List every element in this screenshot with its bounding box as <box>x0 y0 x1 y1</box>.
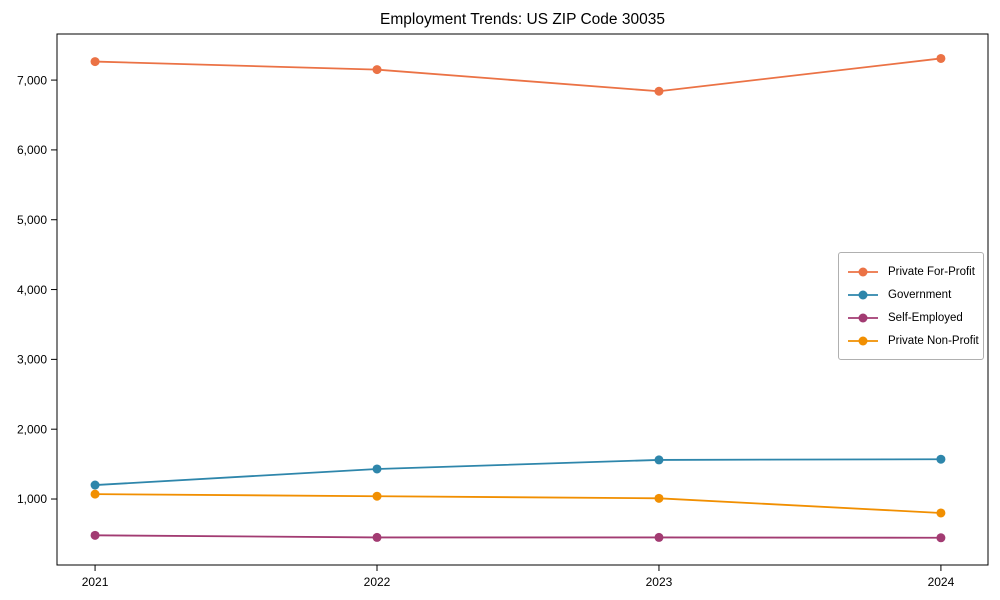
legend: Private For-Profit Government Self-Employe… <box>838 252 984 360</box>
data-point-private-non-profit-2021 <box>90 489 100 499</box>
data-point-government-2021 <box>90 480 100 490</box>
data-point-private-for-profit-2023 <box>654 86 664 96</box>
data-point-self-employed-2024 <box>936 533 946 543</box>
legend-swatch-self-employed <box>848 313 878 322</box>
x-axis-tick-label: 2022 <box>364 575 391 589</box>
legend-item-private-non-profit: Private Non-Profit <box>847 329 979 352</box>
legend-marker <box>858 313 868 322</box>
data-point-government-2024 <box>936 454 946 464</box>
legend-label-private-non-profit: Private Non-Profit <box>888 334 979 347</box>
legend-swatch-private-non-profit <box>848 336 878 345</box>
y-axis-tick-label: 5,000 <box>17 213 47 227</box>
series-line-private-for-profit <box>94 57 942 93</box>
x-axis-tick-label: 2021 <box>82 575 109 589</box>
series-line-government <box>94 458 942 486</box>
data-point-private-non-profit-2023 <box>654 493 664 503</box>
legend-item-government: Government <box>847 283 975 306</box>
data-point-private-non-profit-2022 <box>372 491 382 501</box>
legend-item-private-for-profit: Private For-Profit <box>847 260 975 283</box>
chart-title: Employment Trends: US ZIP Code 30035 <box>380 11 665 28</box>
x-axis-tick-label: 2023 <box>646 575 673 589</box>
y-axis-tick-label: 4,000 <box>17 283 47 297</box>
legend-label-self-employed: Self-Employed <box>888 311 963 324</box>
y-axis-tick-label: 1,000 <box>17 492 47 506</box>
legend-swatch-government <box>848 290 878 299</box>
data-point-self-employed-2021 <box>90 530 100 540</box>
legend-marker <box>858 267 868 276</box>
data-point-private-non-profit-2024 <box>936 508 946 518</box>
data-point-government-2022 <box>372 464 382 474</box>
data-point-private-for-profit-2022 <box>372 65 382 75</box>
series-line-self-employed <box>94 534 942 539</box>
legend-swatch-private-for-profit <box>848 267 878 276</box>
x-axis-tick-label: 2024 <box>928 575 955 589</box>
data-point-private-for-profit-2024 <box>936 53 946 63</box>
legend-item-self-employed: Self-Employed <box>847 306 975 329</box>
data-point-private-for-profit-2021 <box>90 57 100 67</box>
series-line-private-non-profit <box>94 493 942 514</box>
legend-marker <box>858 290 868 299</box>
legend-label-government: Government <box>888 288 952 301</box>
data-point-government-2023 <box>654 455 664 465</box>
data-point-self-employed-2022 <box>372 532 382 542</box>
legend-marker <box>858 336 868 345</box>
plot-border <box>56 33 989 566</box>
y-axis-tick-label: 3,000 <box>17 353 47 367</box>
y-axis-tick-label: 2,000 <box>17 422 47 436</box>
y-axis-tick-label: 7,000 <box>17 73 47 87</box>
data-point-self-employed-2023 <box>654 532 664 542</box>
y-axis-tick-label: 6,000 <box>17 143 47 157</box>
legend-label-private-for-profit: Private For-Profit <box>888 265 975 278</box>
